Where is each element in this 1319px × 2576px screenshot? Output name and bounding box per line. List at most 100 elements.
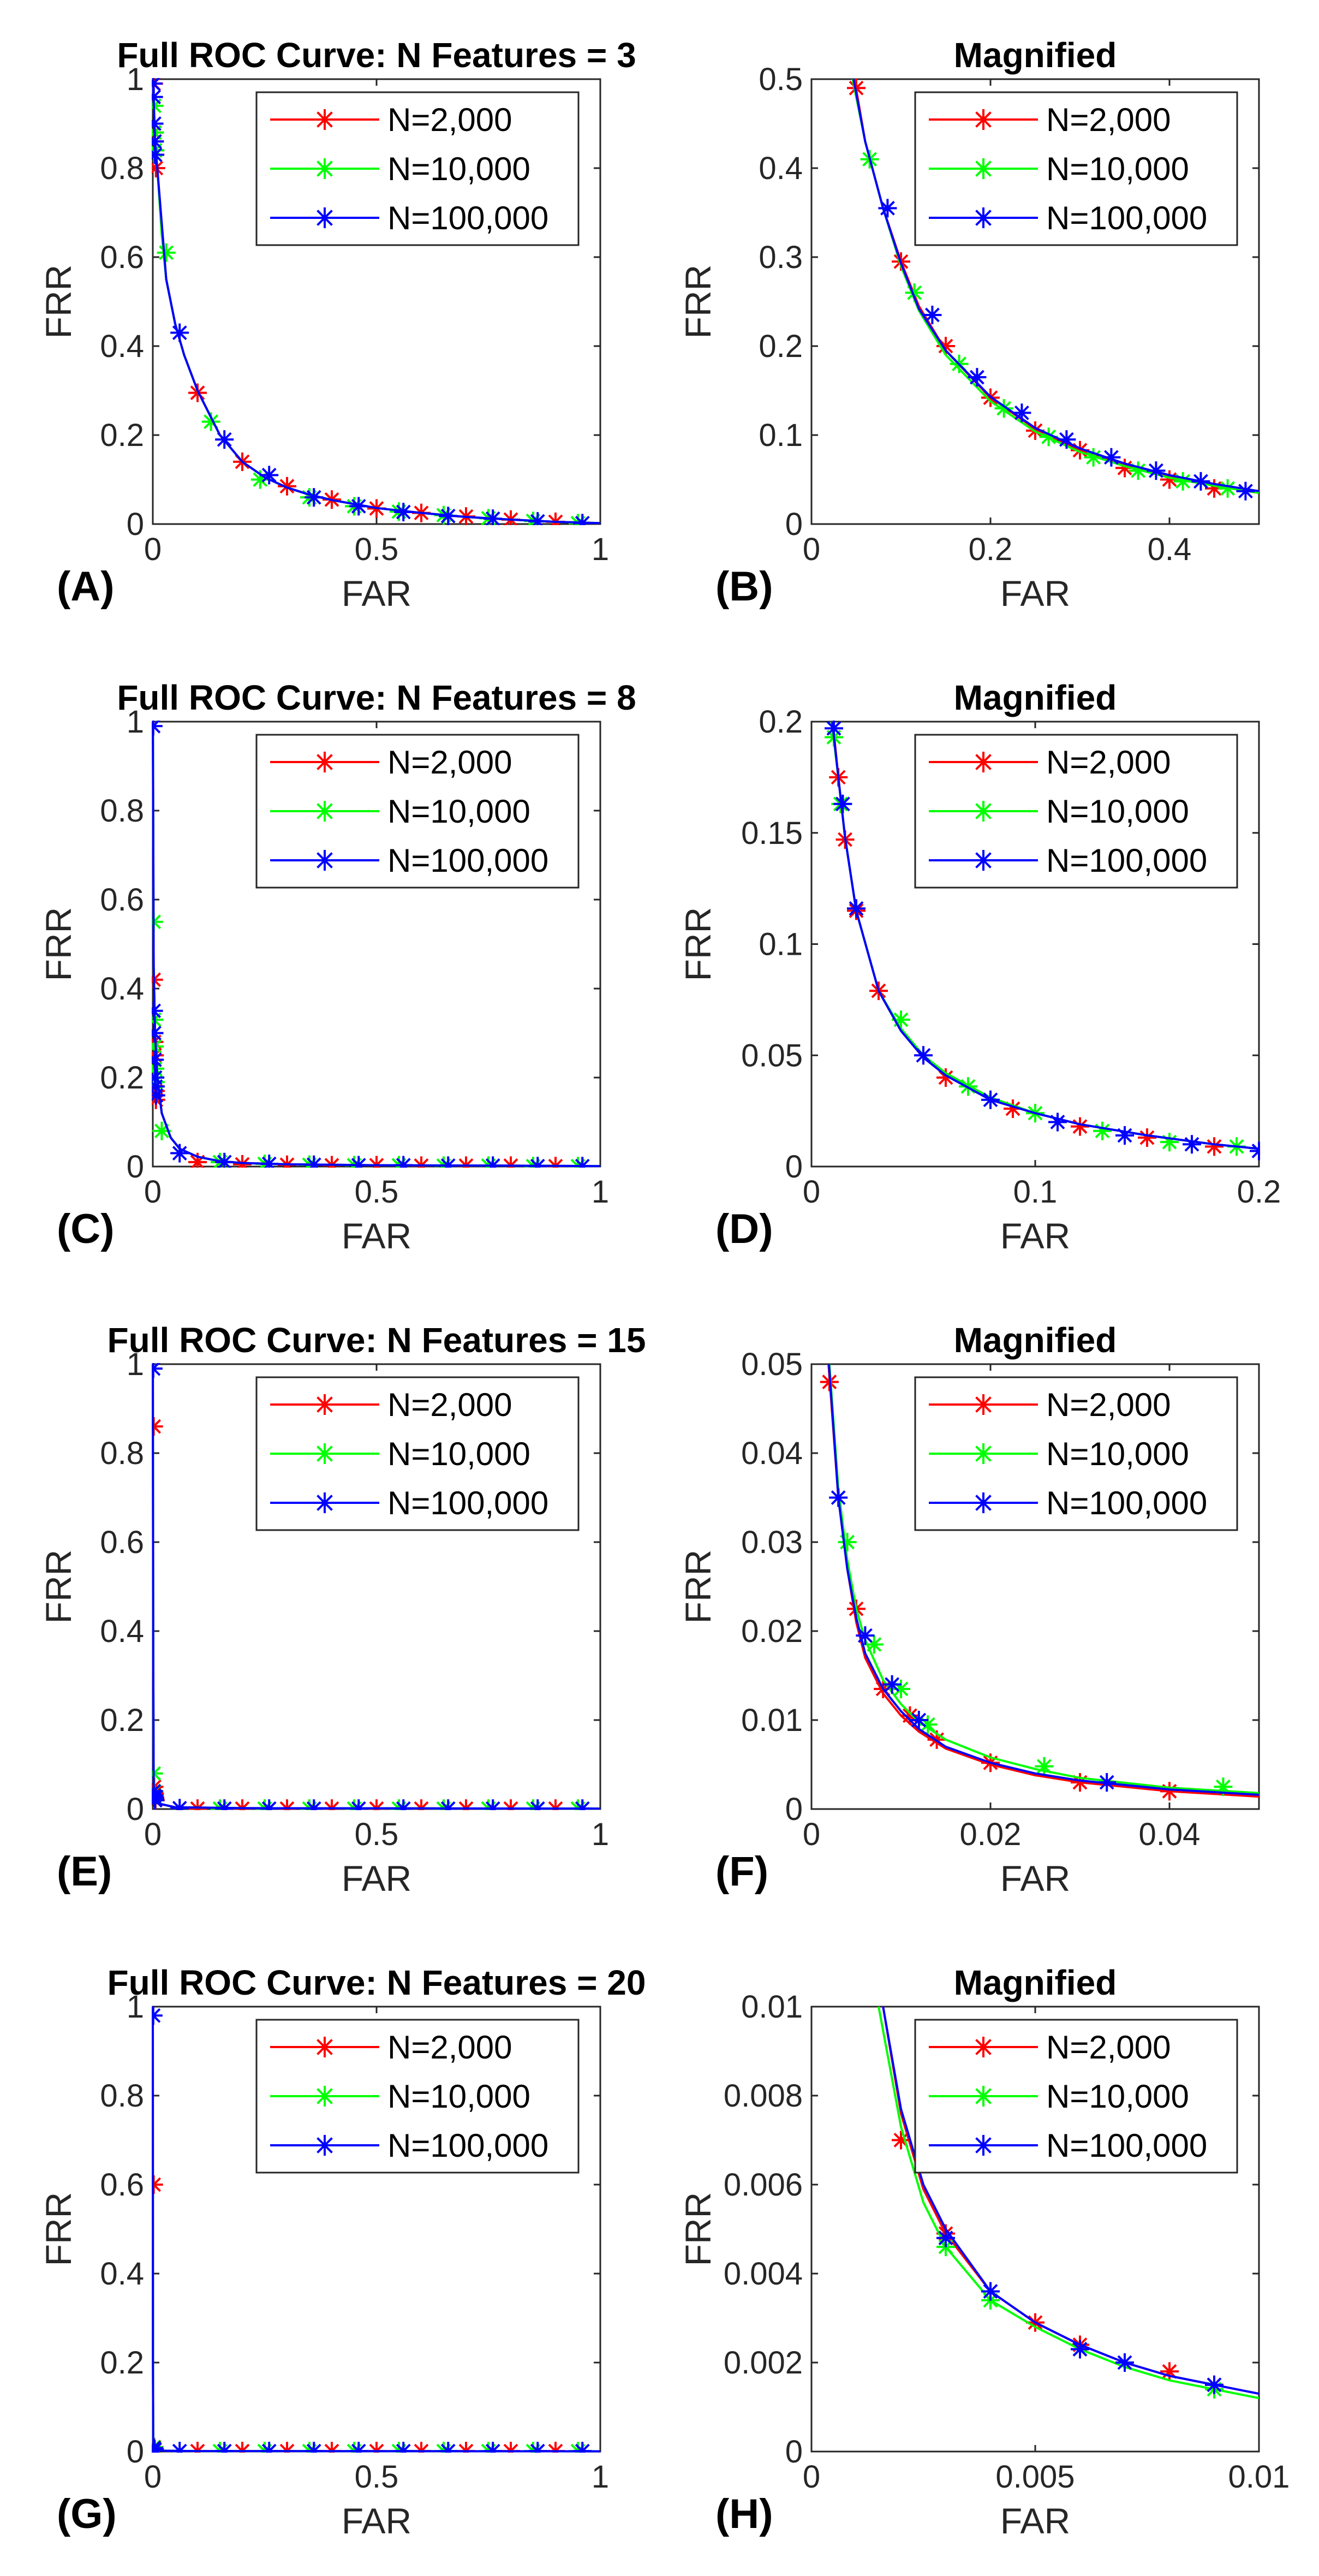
- y-tick-label: 0.008: [724, 2078, 803, 2114]
- chart-title: Magnified: [954, 35, 1117, 75]
- x-tick-label: 0: [144, 2459, 162, 2495]
- x-tick-label: 0.01: [1228, 2459, 1290, 2495]
- y-tick-label: 0: [785, 1149, 803, 1185]
- legend: N=2,000 N=10,000 N=100,000: [914, 2019, 1238, 2174]
- x-tick-label: 0.02: [960, 1817, 1022, 1852]
- data-point: [1012, 403, 1031, 423]
- legend-marker: [314, 1492, 335, 1513]
- data-point: [152, 1050, 164, 1069]
- data-point: [215, 1152, 234, 1168]
- y-tick-label: 0.02: [741, 1614, 803, 1649]
- legend-item: N=2,000: [270, 102, 512, 138]
- data-point: [1183, 1135, 1201, 1154]
- data-point: [278, 477, 296, 496]
- data-point: [981, 1090, 1000, 1109]
- legend-item: N=10,000: [270, 793, 530, 830]
- legend-marker: [973, 1394, 994, 1415]
- x-tick-label: 0.5: [355, 532, 399, 567]
- legend-marker: [973, 2086, 994, 2107]
- x-tick-label: 0: [803, 2459, 820, 2495]
- y-tick-label: 0.04: [741, 1436, 803, 1471]
- data-point: [484, 2442, 503, 2453]
- y-tick-label: 0.002: [724, 2345, 803, 2381]
- legend-marker: [314, 850, 335, 871]
- data-point: [484, 1156, 503, 1168]
- data-point: [528, 512, 547, 525]
- y-tick-label: 0.2: [100, 1060, 144, 1096]
- y-tick-label: 0.8: [100, 151, 144, 186]
- y-tick-label: 0: [127, 1149, 144, 1185]
- y-axis-label: FRR: [678, 2192, 718, 2266]
- data-point: [829, 1488, 848, 1507]
- data-point: [573, 514, 592, 525]
- data-point: [394, 2442, 413, 2453]
- y-tick-label: 0.2: [100, 418, 144, 453]
- series-blue: [828, 1364, 1260, 1796]
- data-point: [305, 1799, 324, 1810]
- data-point: [484, 1799, 503, 1810]
- legend-item: N=10,000: [929, 151, 1189, 187]
- legend-marker: [973, 850, 994, 871]
- legend-item: N=10,000: [270, 2078, 530, 2115]
- y-tick-label: 0.4: [100, 971, 144, 1007]
- panel-g: Full ROC Curve: N Features = 20 0 0.5 1 0 0.2…: [38, 1963, 646, 2541]
- legend: N=2,000 N=10,000 N=100,000: [255, 1376, 580, 1531]
- data-point: [349, 1156, 368, 1168]
- panel-d: Magnified 0 0.1 0.2 0 0.05 0.1 0.15 0.2 FAR FRR (D)…: [678, 678, 1281, 1256]
- legend-label: N=10,000: [387, 793, 530, 830]
- data-point: [439, 1156, 458, 1168]
- data-point: [1084, 448, 1103, 467]
- legend-item: N=100,000: [929, 842, 1207, 879]
- y-tick-label: 1: [127, 704, 144, 740]
- data-point: [152, 721, 163, 736]
- y-tick-label: 1: [127, 62, 144, 97]
- data-point: [152, 1024, 164, 1043]
- y-tick-label: 0.004: [724, 2256, 803, 2292]
- data-point: [152, 1363, 163, 1378]
- legend-label: N=2,000: [1046, 2029, 1171, 2066]
- data-point: [394, 1799, 413, 1810]
- data-point: [305, 1155, 324, 1168]
- data-point: [573, 1157, 592, 1168]
- legend-item: N=10,000: [929, 1436, 1189, 1472]
- data-point: [152, 1001, 163, 1020]
- data-point: [439, 507, 458, 525]
- y-tick-label: 0.8: [100, 2078, 144, 2114]
- chart-title: Full ROC Curve: N Features = 8: [117, 678, 636, 717]
- x-tick-label: 0.005: [995, 2459, 1075, 2495]
- data-point: [152, 2006, 163, 2025]
- y-axis-label: FRR: [38, 265, 79, 339]
- y-tick-label: 0.2: [100, 1703, 144, 1738]
- data-point: [215, 430, 234, 449]
- series-line: [152, 79, 601, 525]
- legend-label: N=100,000: [387, 842, 548, 879]
- legend-marker: [314, 2135, 335, 2156]
- x-axis-label: FAR: [1000, 1858, 1070, 1899]
- x-tick-label: 0.5: [355, 1174, 399, 1210]
- data-point: [882, 1675, 902, 1694]
- x-tick-label: 0: [144, 532, 162, 567]
- data-point: [394, 1156, 413, 1168]
- x-tick-label: 0.4: [1148, 532, 1192, 567]
- series-blue: [152, 78, 601, 525]
- legend-label: N=10,000: [387, 151, 530, 187]
- x-tick-label: 0.2: [1237, 1174, 1281, 1210]
- legend-label: N=100,000: [1046, 200, 1207, 236]
- chart-title: Magnified: [954, 678, 1117, 717]
- legend-item: N=100,000: [929, 1485, 1207, 1521]
- data-point: [838, 1533, 857, 1551]
- y-axis-label: FRR: [678, 907, 718, 981]
- data-point: [152, 145, 165, 164]
- data-point: [528, 2442, 547, 2453]
- x-tick-label: 0: [144, 1174, 162, 1210]
- y-tick-label: 0.15: [741, 816, 803, 851]
- x-tick-label: 0: [803, 1174, 820, 1210]
- x-axis-label: FAR: [342, 1216, 411, 1256]
- chart-title: Magnified: [954, 1320, 1117, 1360]
- data-point: [936, 2228, 955, 2247]
- legend: N=2,000 N=10,000 N=100,000: [914, 91, 1238, 246]
- legend-item: N=100,000: [270, 842, 548, 879]
- x-tick-label: 1: [592, 1174, 609, 1210]
- data-point: [233, 1155, 252, 1168]
- legend-item: N=2,000: [270, 1387, 512, 1423]
